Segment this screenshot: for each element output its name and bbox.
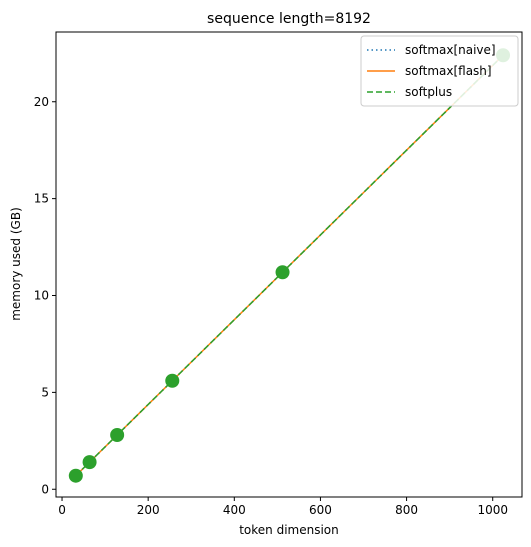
axes-frame (55, 31, 523, 498)
data-point (68, 468, 83, 483)
legend-box (360, 35, 519, 107)
y-axis-label: memory used (GB) (9, 207, 23, 321)
legend-label: softplus (405, 85, 452, 99)
data-point (165, 373, 180, 388)
legend: softmax[naive] softmax[flash] softplus (360, 35, 519, 107)
x-tick-label: 600 (309, 503, 332, 517)
x-tick-label: 0 (58, 503, 66, 517)
y-tick-label: 10 (34, 289, 49, 303)
x-axis: 0 200 400 600 800 1000 (58, 497, 508, 517)
x-tick-label: 800 (395, 503, 418, 517)
y-tick-label: 5 (41, 385, 49, 399)
plot-area (68, 48, 511, 483)
y-tick-label: 0 (41, 482, 49, 496)
x-tick-label: 200 (137, 503, 160, 517)
data-point (110, 428, 125, 442)
x-axis-label: token dimension (239, 523, 339, 537)
chart-title: sequence length=8192 (207, 11, 371, 27)
x-tick-label: 400 (223, 503, 246, 517)
y-tick-label: 15 (34, 192, 49, 206)
x-tick-label: 1000 (477, 503, 508, 517)
data-point (275, 265, 290, 280)
y-tick-label: 20 (34, 95, 49, 109)
data-point (82, 455, 97, 470)
y-axis: 0 5 10 15 20 (34, 95, 56, 496)
legend-label: softmax[naive] (405, 43, 496, 57)
legend-label: softmax[flash] (405, 64, 492, 78)
